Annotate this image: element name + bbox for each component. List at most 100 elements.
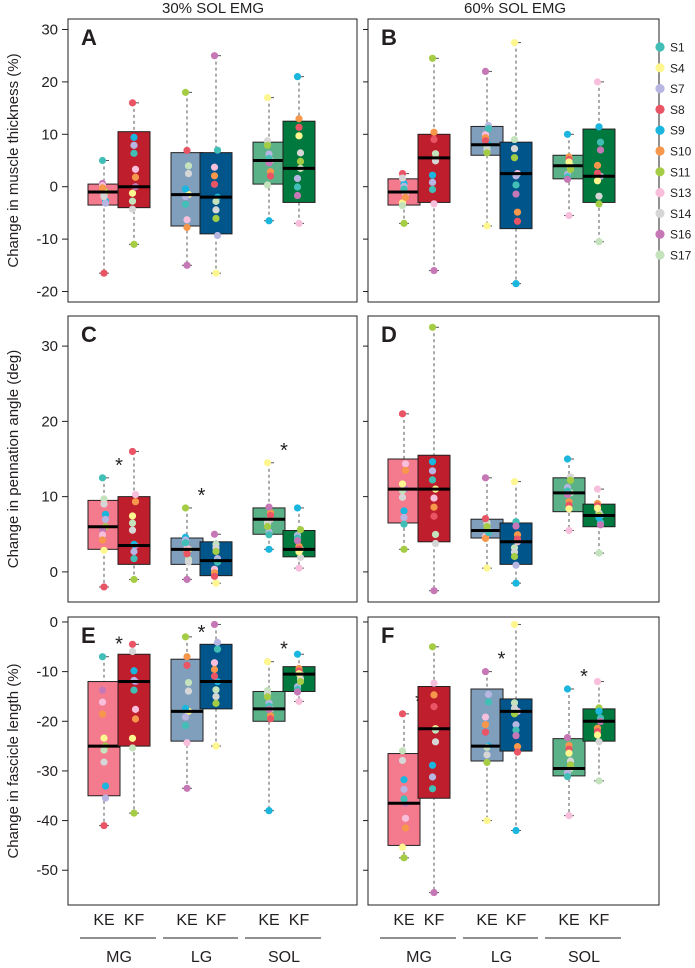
subject-point [213,146,222,154]
subject-point [430,135,438,144]
subject-point [398,756,407,765]
subject-point [266,511,275,520]
subject-point [184,678,193,687]
subject-point [428,458,437,466]
box-mg-kf [417,643,451,897]
subject-point [430,679,438,687]
box-lg-ke: * [170,622,206,792]
subject-point [296,526,305,534]
subject-point [295,132,303,140]
condition-label: KE [93,912,114,929]
subject-point [128,512,137,520]
significance-star: * [498,649,506,671]
condition-label: KE [258,912,279,929]
subject-point [210,620,219,629]
subject-point [130,240,138,248]
subject-point [128,205,137,213]
panel-label: A [81,25,97,50]
subject-point [398,174,407,182]
subject-point [401,814,410,822]
subject-point [212,686,220,694]
subject-point [293,191,302,200]
subject-point [512,726,520,734]
subject-point [510,38,519,47]
y-tick-label: 30 [41,21,58,38]
box-mg-kf [117,447,151,584]
legend-marker [655,84,665,94]
subject-point [510,477,519,486]
significance-star: * [198,485,206,507]
subject-point [513,748,522,756]
subject-point [130,809,138,817]
subject-point [563,733,572,742]
legend-marker [655,104,665,114]
subject-point [296,149,305,157]
condition-label: KE [176,912,197,929]
panel-frame [67,616,358,906]
subject-point [265,217,273,225]
subject-point [512,561,520,569]
legend-marker [655,188,665,198]
box-lg-kf [199,52,233,277]
subject-point [430,587,438,595]
subject-point [428,171,437,179]
box-sol-ke [552,130,586,220]
subject-point [100,583,108,591]
y-tick-label: 30 [41,338,58,355]
subject-point [181,200,190,208]
subject-point [483,522,491,531]
box-sol-kf [582,677,616,785]
subject-point [100,734,108,742]
legend-label: S16 [670,228,692,242]
subject-point [295,115,303,123]
condition-label: KE [558,912,579,929]
subject-point [131,490,140,499]
significance-star: * [115,455,123,477]
y-tick-label: -20 [36,713,58,730]
subject-point [98,474,107,482]
box-lg-ke [470,67,504,230]
subject-point [400,507,408,515]
subject-point [512,522,520,530]
subject-point [98,710,107,718]
subject-point [483,816,491,825]
box-mg-kf [117,640,151,817]
subject-point [184,558,193,566]
subject-point [266,715,275,723]
subject-point [431,530,440,539]
y-axis-label: Change in pennation angle (deg) [5,350,22,569]
box-sol-kf [582,78,616,246]
subject-point [400,545,408,553]
subject-point [400,785,408,793]
significance-star: * [280,639,288,661]
legend-marker [655,42,665,52]
subject-point [265,531,273,539]
subject-point [481,137,490,145]
subject-point [128,189,137,197]
subject-point [512,190,520,198]
subject-point [212,269,220,277]
subject-point [130,686,138,694]
y-tick-label: -50 [36,862,58,879]
y-tick-label: -20 [36,284,58,301]
subject-point [100,193,108,201]
subject-point [130,547,138,556]
subject-point [483,149,491,157]
subject-point [210,659,219,667]
subject-point [510,552,519,561]
panel-label: F [381,623,394,648]
subject-point [596,521,605,529]
subject-point [212,197,220,205]
subject-point [430,200,438,208]
subject-point [430,128,438,136]
significance-star: * [198,622,206,644]
subject-point [181,185,190,193]
subject-point [431,738,440,746]
subject-point [212,214,220,223]
box-sol-ke [552,455,586,535]
condition-label: KF [589,912,610,929]
panel-label: C [81,322,97,347]
subject-point [595,549,603,557]
subject-point [430,503,438,511]
subject-point [428,643,437,651]
